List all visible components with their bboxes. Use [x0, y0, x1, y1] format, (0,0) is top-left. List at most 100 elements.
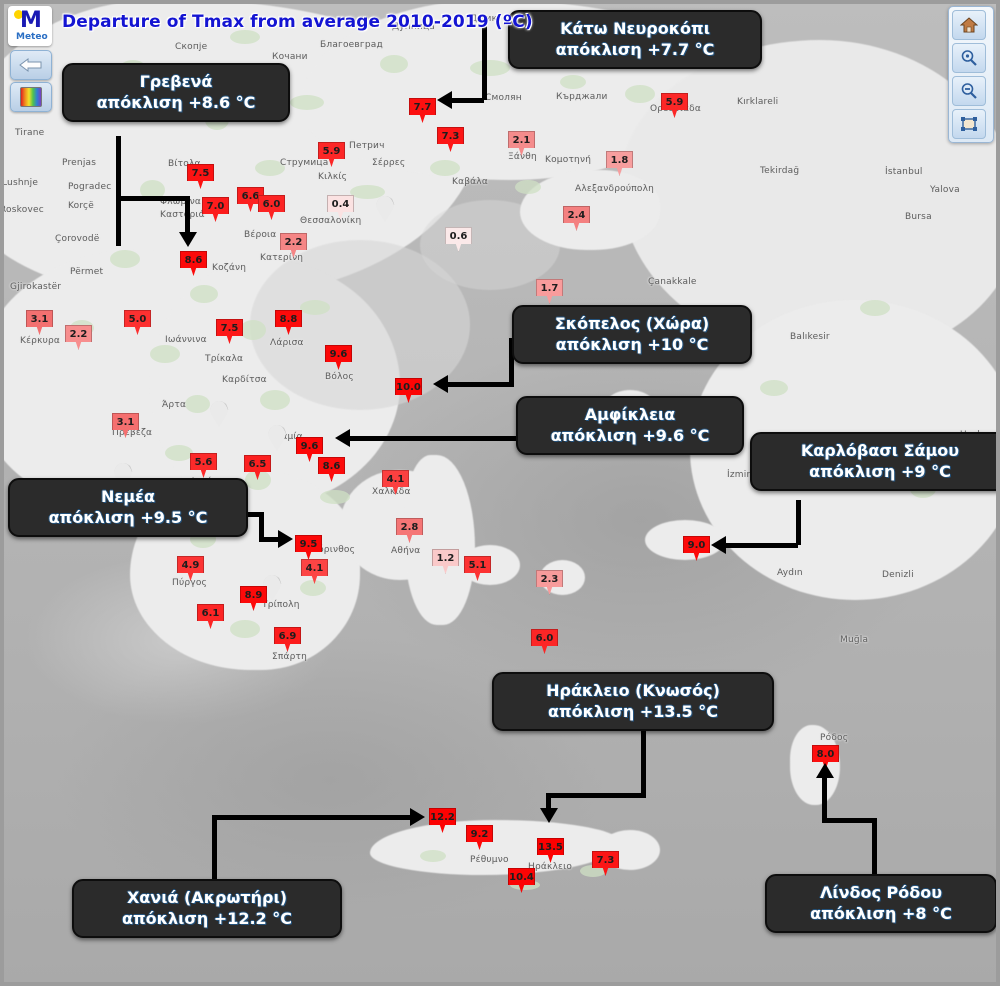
place-label: Χαλκίδα: [372, 487, 411, 497]
callout-heraklion[interactable]: Ηράκλειο (Κνωσός) απόκλιση +13.5 °C: [492, 672, 774, 732]
place-label: Lushnje: [2, 178, 39, 188]
place-label: Αλεξανδρούπολη: [575, 184, 655, 194]
callout-nemea-value: απόκλιση +9.5 °C: [48, 507, 208, 527]
callout-neurokopi[interactable]: Κάτω Νευροκόπι απόκλιση +7.7 °C: [508, 10, 762, 70]
rainbow-palette-icon: [20, 87, 42, 107]
place-label: Βέροια: [244, 230, 277, 240]
callout-amfikleia[interactable]: Αμφίκλεια απόκλιση +9.6 °C: [516, 396, 744, 456]
connector-skopelos-h: [448, 382, 514, 387]
place-label: Kırklareli: [737, 97, 779, 107]
callout-amfikleia-value: απόκλιση +9.6 °C: [550, 425, 710, 445]
connector-chania-v: [212, 815, 217, 881]
connector-grevena-v: [116, 136, 121, 246]
place-label: Джик: [470, 14, 498, 24]
place-label: Pogradec: [68, 182, 112, 192]
place-label: Καστοριά: [160, 210, 205, 220]
connector-heraklion-h: [546, 793, 646, 798]
logo-letter: M: [20, 8, 42, 33]
place-label: Κιλκίς: [318, 172, 348, 182]
connector-lindos-h: [822, 818, 877, 823]
value-marker[interactable]: 7.3: [592, 851, 619, 876]
place-label: Λαμία: [275, 432, 303, 442]
meteo-logo[interactable]: M Meteo: [8, 6, 52, 46]
connector-neurokopi-h: [452, 98, 484, 103]
place-label: Πρέβεζα: [112, 428, 153, 438]
place-label: Πύργος: [172, 578, 208, 588]
place-label: Петрич: [349, 141, 385, 151]
callout-neurokopi-value: απόκλιση +7.7 °C: [555, 39, 715, 59]
callout-karlovasi[interactable]: Καρλόβασι Σάμου απόκλιση +9 °C: [750, 432, 1000, 492]
place-label: Çanakkale: [648, 277, 697, 287]
place-label: Përmet: [70, 267, 104, 277]
place-label: Αθήνα: [391, 546, 421, 556]
value-marker[interactable]: 5.0: [124, 310, 151, 335]
place-label: Дупница: [392, 22, 436, 32]
place-label: Άρτα: [162, 400, 187, 410]
callout-skopelos[interactable]: Σκόπελος (Χώρα) απόκλιση +10 °C: [512, 305, 752, 365]
callout-karlovasi-value: απόκλιση +9 °C: [809, 461, 951, 481]
callout-grevena-value: απόκλιση +8.6 °C: [96, 92, 256, 112]
arrowhead-heraklion: [540, 808, 558, 823]
color-scale-button[interactable]: [10, 82, 52, 112]
value-marker[interactable]: 9.0: [683, 536, 710, 561]
arrowhead-lindos: [816, 763, 834, 778]
home-icon: [960, 17, 978, 33]
place-label: Tekirdağ: [760, 166, 800, 176]
connector-chania-h: [212, 815, 412, 820]
place-label: Σπάρτη: [272, 652, 308, 662]
place-label: Благоевград: [320, 40, 383, 50]
callout-grevena[interactable]: Γρεβενά απόκλιση +8.6 °C: [62, 63, 290, 123]
pan-arrow-button[interactable]: [10, 50, 52, 80]
connector-skopelos-v: [509, 338, 514, 387]
extent-icon: [961, 117, 977, 131]
place-label: Ρόδος: [820, 733, 849, 743]
place-label: Λάρισα: [270, 338, 304, 348]
place-label: Çorovodë: [55, 234, 100, 244]
place-label: Balıkesir: [790, 332, 830, 342]
connector-karlovasi-v: [796, 500, 801, 545]
place-label: Καρδίτσα: [222, 375, 267, 385]
callout-skopelos-title: Σκόπελος (Χώρα): [554, 314, 710, 333]
home-button[interactable]: [952, 10, 986, 40]
callout-chania-value: απόκλιση +12.2 °C: [122, 908, 292, 928]
callout-nemea[interactable]: Νεμέα απόκλιση +9.5 °C: [8, 478, 248, 538]
place-label: İzmir: [727, 470, 751, 480]
connector-karlovasi-h: [726, 543, 798, 548]
place-label: Скопје: [175, 42, 208, 52]
map-toolbar[interactable]: [948, 6, 994, 143]
zoom-out-button[interactable]: [952, 76, 986, 106]
arrowhead-grevena: [179, 232, 197, 247]
callout-neurokopi-title: Κάτω Νευροκόπι: [560, 19, 710, 38]
connector-neurokopi-v: [482, 24, 487, 100]
arrowhead-skopelos: [433, 375, 448, 393]
place-label: Κοζάνη: [212, 263, 247, 273]
place-label: Φλώρινα: [160, 197, 202, 207]
place-label: Ρέθυμνο: [470, 855, 509, 865]
place-label: Κέρκυρα: [20, 336, 61, 346]
magnifier-minus-icon: [961, 83, 977, 99]
callout-lindos[interactable]: Λίνδος Ρόδου απόκλιση +8 °C: [765, 874, 997, 934]
place-label: Denizli: [882, 570, 914, 580]
connector-heraklion-v2: [546, 793, 551, 811]
callout-lindos-value: απόκλιση +8 °C: [810, 903, 952, 923]
arrowhead-karlovasi: [711, 536, 726, 554]
place-label: Βόλος: [325, 372, 354, 382]
zoom-in-button[interactable]: [952, 43, 986, 73]
place-label: Roskovec: [0, 205, 44, 215]
place-label: Кочани: [272, 52, 308, 62]
callout-amfikleia-title: Αμφίκλεια: [584, 405, 676, 424]
callout-chania[interactable]: Χανιά (Ακρωτήρι) απόκλιση +12.2 °C: [72, 879, 342, 939]
place-label: Θεσσαλονίκη: [300, 216, 362, 226]
full-extent-button[interactable]: [952, 109, 986, 139]
arrowhead-neurokopi: [437, 91, 452, 109]
place-label: Κομοτηνή: [545, 155, 592, 165]
connector-grevena-v2: [185, 196, 190, 236]
page-title: Departure of Tmax from average 2010-2019…: [62, 12, 533, 32]
callout-heraklion-value: απόκλιση +13.5 °C: [548, 701, 718, 721]
place-label: Ξάνθη: [508, 152, 537, 162]
place-label: Ιωάννινα: [165, 335, 207, 345]
place-label: Muğla: [840, 635, 869, 645]
callout-grevena-title: Γρεβενά: [139, 72, 213, 91]
place-label: Βίτολα: [168, 159, 201, 169]
place-label: Κατερίνη: [260, 253, 304, 263]
